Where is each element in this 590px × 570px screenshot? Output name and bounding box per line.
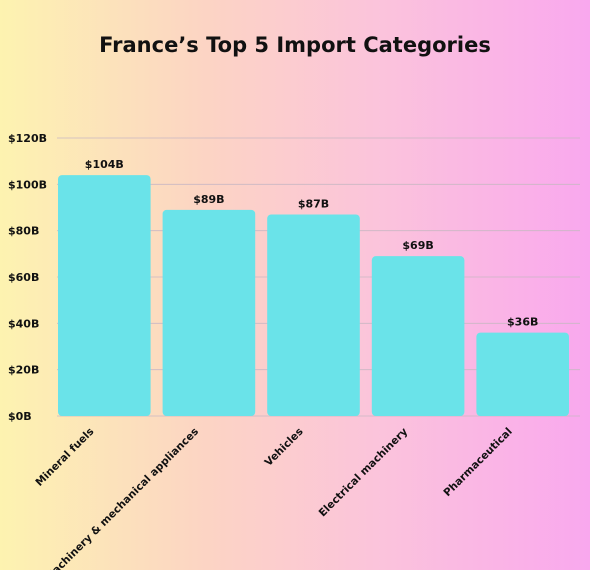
y-tick-label: $60B [8, 271, 39, 284]
y-tick-label: $100B [8, 178, 47, 191]
category-label: Mineral fuels [33, 426, 96, 489]
chart-title: France’s Top 5 Import Categories [99, 33, 491, 57]
category-label: Electrical machinery [317, 426, 411, 520]
bar [371, 256, 465, 416]
category-label: Vehicles [263, 426, 306, 469]
bar [162, 209, 256, 416]
data-label: $87B [298, 197, 329, 210]
data-label: $89B [193, 193, 224, 206]
y-axis-ticks: $0B $20B $40B $60B $80B $100B $120B [8, 132, 47, 423]
y-tick-label: $40B [8, 317, 39, 330]
data-label: $104B [85, 158, 124, 171]
category-label: Pharmaceutical [441, 426, 514, 499]
data-labels: $104B $89B $87B $69B $36B [85, 158, 539, 329]
data-label: $69B [402, 239, 433, 252]
y-tick-label: $0B [8, 410, 32, 423]
bar [476, 332, 569, 416]
bar [267, 214, 360, 416]
bar [58, 175, 151, 416]
bars [58, 175, 569, 416]
y-tick-label: $80B [8, 225, 39, 238]
y-tick-label: $20B [8, 364, 39, 377]
y-tick-label: $120B [8, 132, 47, 145]
data-label: $36B [507, 316, 538, 329]
